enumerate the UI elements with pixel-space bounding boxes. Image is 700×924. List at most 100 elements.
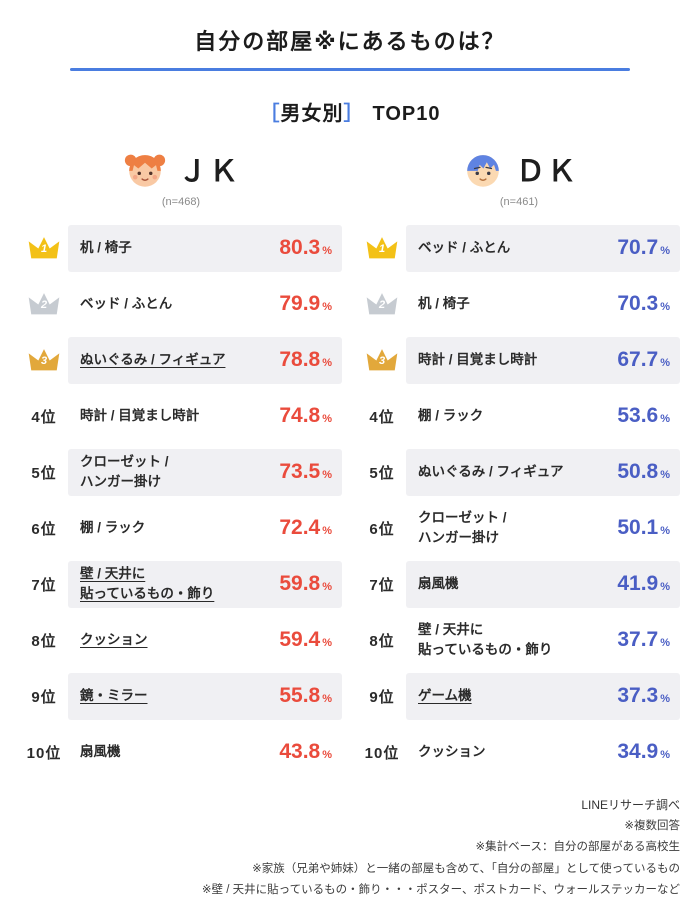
item-percent: 59.8% [279,572,332,596]
item-label: 壁 / 天井に 貼っているもの・飾り [80,566,215,601]
item-band: ぬいぐるみ / フィギュア 50.8% [406,448,680,496]
percent-value: 43.8 [279,740,321,763]
ranking-row: 4位 棚 / ラック 53.6% [358,388,680,444]
ranking-row: 7位 壁 / 天井に 貼っているもの・飾り 59.8% [20,556,342,612]
percent-unit-label: % [660,357,670,369]
rank-marker: 7位 [31,576,57,594]
item-band: クッション 59.4% [68,617,342,664]
ranking-row: 5位 クローゼット / ハンガー掛け 73.5% [20,444,342,500]
ranking-row: 3 時計 / 目覚まし時計 67.7% [358,332,680,388]
percent-value: 59.4 [279,628,321,651]
item-label: 時計 / 目覚まし時計 [418,352,538,368]
jk-column-header: ＪＫ [20,144,342,194]
percent-value: 55.8 [279,684,321,707]
crown-silver-icon: 2 [27,291,61,318]
subtitle-top10: TOP10 [372,103,441,125]
crown-rank-number: 3 [40,354,48,367]
percent-unit-label: % [322,245,332,257]
item-band: 机 / 椅子 70.3% [406,281,680,328]
rank-marker: 1 [358,235,406,262]
rank-marker: 4位 [31,408,57,426]
crown-rank-number: 3 [378,354,386,367]
dk-label: ＤＫ [515,156,578,188]
item-percent: 53.6% [617,404,670,428]
item-percent: 72.4% [279,516,332,540]
ranking-row: 3 ぬいぐるみ / フィギュア 78.8% [20,332,342,388]
crown-rank-number: 1 [40,242,48,255]
crown-gold-icon: 1 [27,235,61,262]
percent-unit-label: % [322,693,332,705]
rank-marker: 3 [20,347,68,374]
item-label: クローゼット / ハンガー掛け [80,454,169,489]
percent-value: 80.3 [279,236,321,259]
item-percent: 34.9% [617,740,670,764]
crown-rank-number: 2 [40,298,48,311]
percent-unit-label: % [660,693,670,705]
source-credit: LINEリサーチ調べ [581,798,680,812]
ranking-row: 6位 クローゼット / ハンガー掛け 50.1% [358,500,680,556]
jk-column: ＪＫ (n=468) 1 机 / 椅子 80.3% 2 ベッド / ふとん 79… [20,144,342,780]
ranking-row: 9位 鏡・ミラー 55.8% [20,668,342,724]
item-label: クッション [80,632,148,648]
item-percent: 74.8% [279,404,332,428]
item-band: 壁 / 天井に 貼っているもの・飾り 37.7% [406,617,680,664]
percent-unit-label: % [660,637,670,649]
percent-unit-label: % [660,469,670,481]
percent-value: 78.8 [279,348,321,371]
item-label: 机 / 椅子 [80,240,132,256]
rank-marker: 8位 [369,632,395,650]
item-band: ベッド / ふとん 79.9% [68,281,342,328]
ranking-row: 10位 クッション 34.9% [358,724,680,780]
item-label: 時計 / 目覚まし時計 [80,408,200,424]
item-label: 壁 / 天井に 貼っているもの・飾り [418,622,553,657]
percent-value: 70.7 [617,236,659,259]
item-band: 時計 / 目覚まし時計 74.8% [68,393,342,440]
item-percent: 80.3% [279,236,332,260]
ranking-row: 4位 時計 / 目覚まし時計 74.8% [20,388,342,444]
ranking-row: 10位 扇風機 43.8% [20,724,342,780]
item-percent: 79.9% [279,292,332,316]
percent-value: 59.8 [279,572,321,595]
percent-value: 37.3 [617,684,659,707]
item-band: クッション 34.9% [406,729,680,776]
subtitle: ［男女別］ TOP10 [20,97,680,126]
rank-marker: 3 [358,347,406,374]
item-band: 鏡・ミラー 55.8% [68,672,342,720]
ranking-row: 2 机 / 椅子 70.3% [358,276,680,332]
item-label: ゲーム機 [418,688,472,704]
percent-unit-label: % [660,301,670,313]
percent-value: 50.1 [617,516,659,539]
ranking-row: 9位 ゲーム機 37.3% [358,668,680,724]
percent-unit-label: % [660,525,670,537]
dk-column-header: ＤＫ [358,144,680,194]
ranking-row: 5位 ぬいぐるみ / フィギュア 50.8% [358,444,680,500]
item-percent: 50.8% [617,460,670,484]
item-label: クローゼット / ハンガー掛け [418,510,507,545]
item-band: クローゼット / ハンガー掛け 50.1% [406,505,680,552]
dk-column: ＤＫ (n=461) 1 ベッド / ふとん 70.7% 2 机 / 椅子 70… [358,144,680,780]
item-band: 扇風機 43.8% [68,729,342,776]
jk-ranking-list: 1 机 / 椅子 80.3% 2 ベッド / ふとん 79.9% 3 ぬいぐるみ… [20,220,342,780]
item-percent: 50.1% [617,516,670,540]
percent-value: 70.3 [617,292,659,315]
subtitle-bracket-open: ［ [259,103,281,125]
rank-marker: 9位 [31,688,57,706]
rank-marker: 6位 [31,520,57,538]
subtitle-category: 男女別 [280,103,344,125]
item-percent: 55.8% [279,684,332,708]
boy-face-icon [460,146,506,192]
rank-marker: 5位 [369,464,395,482]
percent-value: 73.5 [279,460,321,483]
item-band: クローゼット / ハンガー掛け 73.5% [68,448,342,496]
rank-marker: 8位 [31,632,57,650]
ranking-row: 6位 棚 / ラック 72.4% [20,500,342,556]
percent-value: 74.8 [279,404,321,427]
girl-face-icon [122,146,168,192]
percent-value: 37.7 [617,628,659,651]
percent-value: 67.7 [617,348,659,371]
subtitle-bracket-close: ］ [343,103,365,125]
item-percent: 70.3% [617,292,670,316]
item-percent: 41.9% [617,572,670,596]
footnote-base: ※集計ベース：自分の部屋がある高校生 [475,841,680,854]
item-label: 扇風機 [418,576,459,592]
